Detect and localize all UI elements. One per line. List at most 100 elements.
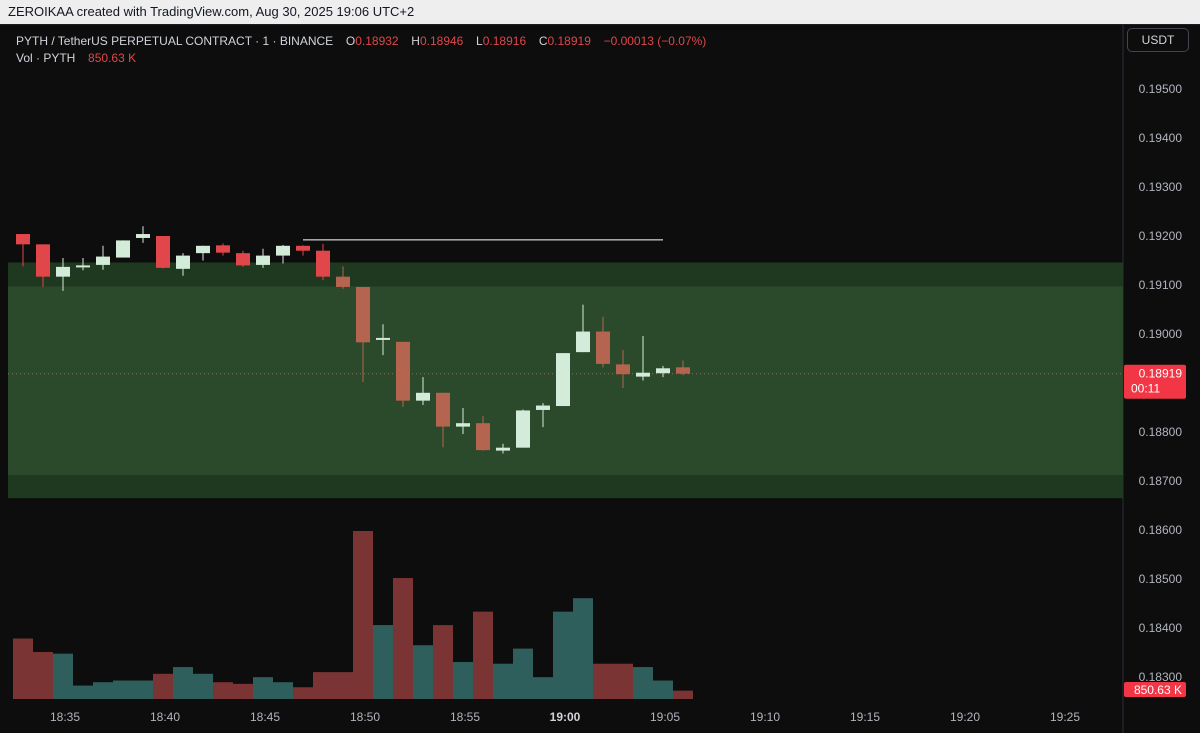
volume-bar xyxy=(433,625,453,699)
candle-body xyxy=(536,405,550,410)
x-tick-label: 18:40 xyxy=(150,710,180,724)
volume-bar xyxy=(493,663,513,699)
candle-body xyxy=(196,245,210,254)
y-tick-label: 0.19100 xyxy=(1139,278,1183,292)
candle-body xyxy=(656,368,670,374)
volume-bar xyxy=(293,687,313,699)
y-tick-label: 0.18300 xyxy=(1139,670,1183,684)
volume-label[interactable]: Vol · PYTH xyxy=(16,51,76,65)
x-tick-label: 18:55 xyxy=(450,710,480,724)
volume-bar xyxy=(53,653,73,699)
candle-body xyxy=(336,276,350,287)
low-label: L xyxy=(476,34,483,48)
candle-body xyxy=(476,423,490,451)
candle-body xyxy=(636,372,650,377)
candle-body xyxy=(156,236,170,268)
volume-bar xyxy=(353,531,373,699)
volume-bar xyxy=(313,672,333,699)
candle-body xyxy=(356,286,370,343)
candle-body xyxy=(616,364,630,375)
candle-body xyxy=(236,253,250,266)
last-price-value: 0.18919 xyxy=(1139,367,1183,381)
volume-row: Vol · PYTH 850.63 K xyxy=(16,50,706,67)
y-tick-label: 0.19300 xyxy=(1139,180,1183,194)
volume-bar xyxy=(593,663,613,699)
chart-area[interactable]: 0.19500 0.19400 0.19300 0.19200 0.19100 0.190… xyxy=(0,24,1200,733)
volume-bar xyxy=(153,673,173,699)
candle-body xyxy=(456,423,470,427)
volume-bar xyxy=(573,598,593,699)
x-tick-label: 18:50 xyxy=(350,710,380,724)
candle-body xyxy=(396,341,410,401)
volume-bar xyxy=(233,683,253,699)
close-label: C xyxy=(538,34,548,48)
y-tick-label: 0.19200 xyxy=(1139,229,1183,243)
volume-bar xyxy=(133,680,153,699)
volume-bar xyxy=(393,578,413,699)
volume-bar xyxy=(373,625,393,699)
volume-bar xyxy=(173,667,193,699)
last-volume-tag xyxy=(1124,682,1186,697)
x-tick-label: 19:00 xyxy=(550,710,581,724)
volume-bar xyxy=(633,667,653,699)
candle-body xyxy=(316,250,330,277)
volume-bar xyxy=(113,680,133,699)
x-tick-label: 19:05 xyxy=(650,710,680,724)
volume-bar xyxy=(473,611,493,699)
x-tick-label: 19:25 xyxy=(1050,710,1080,724)
change-value: −0.00013 (−0.07%) xyxy=(603,34,707,48)
volume-bar xyxy=(253,677,273,699)
candle-body xyxy=(516,410,530,448)
candle-body xyxy=(576,331,590,353)
candle-body xyxy=(376,337,390,340)
volume-bar xyxy=(613,663,633,699)
y-tick-label: 0.18500 xyxy=(1139,572,1183,586)
close-value: 0.18919 xyxy=(547,34,591,48)
candle-body xyxy=(36,244,50,277)
candle-body xyxy=(256,255,270,265)
candle-body xyxy=(16,234,30,245)
last-price-tag xyxy=(1124,364,1186,399)
candle-body xyxy=(76,265,90,268)
volume-bar xyxy=(73,685,93,699)
candle-body xyxy=(136,234,150,238)
candle-body xyxy=(116,240,130,258)
volume-bar xyxy=(13,638,33,699)
x-tick-label: 18:35 xyxy=(50,710,80,724)
volume-bar xyxy=(533,677,553,699)
open-label: O xyxy=(345,34,356,48)
volume-bar xyxy=(513,648,533,699)
y-tick-label: 0.18700 xyxy=(1139,474,1183,488)
high-label: H xyxy=(411,34,420,48)
candle-body xyxy=(436,392,450,427)
volume-bar xyxy=(333,672,353,699)
credit-header: ZEROIKAA created with TradingView.com, A… xyxy=(0,0,1200,24)
volume-bar xyxy=(673,690,693,699)
volume-value: 850.63 K xyxy=(88,51,137,65)
y-tick-label: 0.19500 xyxy=(1139,82,1183,96)
y-tick-label: 0.18800 xyxy=(1139,425,1183,439)
candle-body xyxy=(676,367,690,374)
volume-bar xyxy=(33,651,53,699)
volume-bar xyxy=(93,682,113,699)
candlestick-chart[interactable]: 0.19500 0.19400 0.19300 0.19200 0.19100 0.190… xyxy=(0,24,1200,733)
x-tick-label: 18:45 xyxy=(250,710,280,724)
volume-bar xyxy=(553,611,573,699)
currency-button[interactable]: USDT xyxy=(1127,28,1189,52)
open-value: 0.18932 xyxy=(355,34,399,48)
candle-body xyxy=(556,353,570,407)
symbol-title[interactable]: PYTH / TetherUS PERPETUAL CONTRACT · 1 ·… xyxy=(16,34,334,48)
candle-body xyxy=(296,245,310,251)
y-tick-label: 0.19000 xyxy=(1139,327,1183,341)
volume-bar xyxy=(413,645,433,699)
candle-body xyxy=(176,255,190,269)
volume-bar xyxy=(453,662,473,699)
y-tick-label: 0.18600 xyxy=(1139,523,1183,537)
candle-body xyxy=(596,331,610,364)
candle-body xyxy=(416,392,430,401)
candle-body xyxy=(496,447,510,451)
low-value: 0.18916 xyxy=(482,34,527,48)
volume-bar xyxy=(273,682,293,699)
y-tick-label: 0.18400 xyxy=(1139,621,1183,635)
y-tick-label: 0.19400 xyxy=(1139,131,1183,145)
